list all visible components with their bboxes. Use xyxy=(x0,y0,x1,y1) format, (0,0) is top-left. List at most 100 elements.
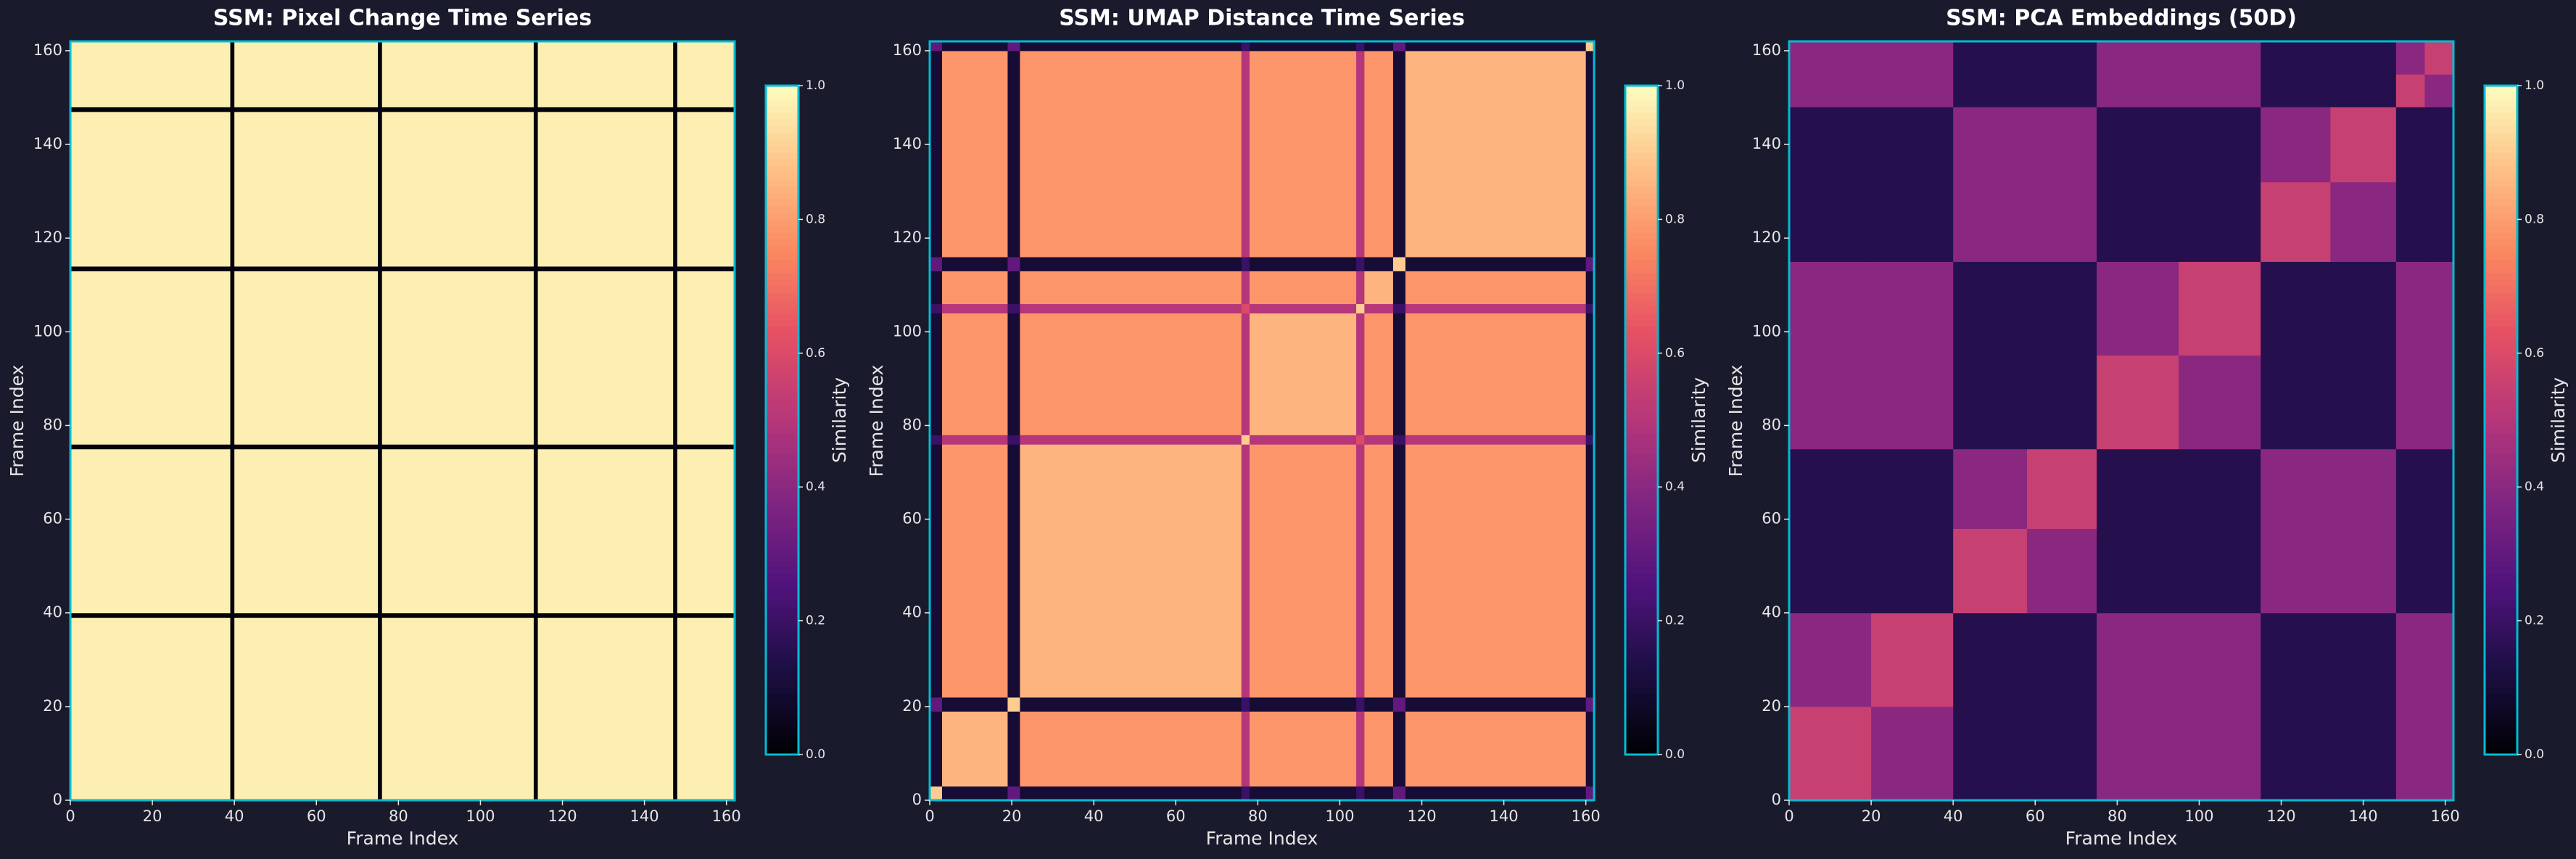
colorbar-step xyxy=(2485,567,2517,575)
heatmap-cell xyxy=(230,111,235,267)
colorbar-step xyxy=(1625,627,1658,635)
heatmap-cell xyxy=(2261,612,2331,707)
colorbar-step xyxy=(2485,159,2517,167)
colorbar-step xyxy=(1625,213,1658,220)
colorbar-step xyxy=(1625,379,1658,387)
heatmap-cell xyxy=(2026,261,2097,356)
heatmap-cell xyxy=(533,612,539,618)
colorbar-step xyxy=(1625,373,1658,381)
colorbar-step xyxy=(2485,701,2517,709)
heatmap-cell xyxy=(677,107,735,112)
colorbar-step xyxy=(2485,105,2517,113)
colorbar-step xyxy=(766,319,798,327)
heatmap-cell xyxy=(2330,706,2397,801)
y-tick-label: 160 xyxy=(33,41,62,59)
colorbar-step xyxy=(766,467,798,474)
heatmap-cell xyxy=(1241,271,1250,305)
colorbar-step xyxy=(766,259,798,267)
colorbar-step xyxy=(2485,674,2517,682)
colorbar-step xyxy=(2485,520,2517,528)
heatmap-cell xyxy=(1020,711,1242,787)
heatmap-cell xyxy=(1789,448,1872,530)
heatmap-cell xyxy=(2097,74,2179,107)
heatmap-cell xyxy=(1585,444,1595,698)
heatmap-cell xyxy=(2179,706,2261,801)
colorbar-step xyxy=(766,627,798,635)
heatmap-cell xyxy=(381,111,534,267)
y-tick-label: 80 xyxy=(1762,416,1781,433)
colorbar-tick-label: 0.8 xyxy=(2525,212,2544,226)
heatmap-cell xyxy=(2179,261,2261,356)
x-tick-label: 160 xyxy=(712,807,741,825)
y-tick-label: 80 xyxy=(902,416,922,433)
heatmap-cell xyxy=(2261,181,2331,262)
colorbar-step xyxy=(766,165,798,173)
heatmap-cell xyxy=(230,266,235,271)
chart-title: SSM: PCA Embeddings (50D) xyxy=(1946,6,2297,31)
colorbar-step xyxy=(1625,319,1658,327)
heatmap-cell xyxy=(2395,612,2425,707)
colorbar-step xyxy=(2485,506,2517,514)
colorbar-step xyxy=(2485,226,2517,234)
heatmap-cell xyxy=(1356,41,1365,52)
colorbar-step xyxy=(766,112,798,120)
colorbar-step xyxy=(766,86,798,93)
colorbar-step xyxy=(1625,614,1658,622)
heatmap-cell xyxy=(2097,612,2179,707)
heatmap-cell xyxy=(1356,444,1365,698)
colorbar-step xyxy=(1625,427,1658,435)
colorbar-step xyxy=(2485,440,2517,448)
colorbar-step xyxy=(2485,574,2517,581)
colorbar-step xyxy=(766,681,798,689)
colorbar-step xyxy=(2485,747,2517,755)
heatmap-cell xyxy=(234,612,379,618)
colorbar-step xyxy=(2485,132,2517,140)
heatmap-cell xyxy=(2097,261,2179,356)
colorbar-step xyxy=(1625,500,1658,508)
heatmap-cell xyxy=(941,50,1008,258)
y-tick-label: 20 xyxy=(43,697,62,715)
heatmap-cell xyxy=(1356,50,1365,258)
plot-border xyxy=(928,40,1595,802)
heatmap-cell xyxy=(2179,107,2261,183)
colorbar-step xyxy=(766,340,798,348)
colorbar-step xyxy=(1625,145,1658,153)
colorbar-step xyxy=(2485,239,2517,247)
heatmap-cell xyxy=(1789,706,1872,801)
heatmap-cell xyxy=(1585,711,1595,787)
heatmap-cell xyxy=(2424,41,2454,75)
colorbar-step xyxy=(2485,707,2517,715)
colorbar-step xyxy=(1625,406,1658,414)
colorbar-step xyxy=(766,446,798,454)
colorbar-step xyxy=(2485,205,2517,213)
colorbar-step xyxy=(1625,433,1658,441)
colorbar-step xyxy=(1625,641,1658,649)
colorbar-step xyxy=(1625,239,1658,247)
x-tick-label: 160 xyxy=(1572,807,1601,825)
x-tick-label: 20 xyxy=(143,807,162,825)
colorbar-step xyxy=(2485,266,2517,274)
colorbar-step xyxy=(2485,741,2517,749)
colorbar-step xyxy=(766,453,798,461)
heatmap-cell xyxy=(234,111,379,267)
heatmap-cell xyxy=(537,111,674,267)
heatmap-cell xyxy=(537,448,674,614)
colorbar-step xyxy=(1625,593,1658,601)
colorbar-step xyxy=(766,701,798,709)
heatmap-cell xyxy=(533,617,539,801)
heatmap-cell xyxy=(1405,271,1587,305)
heatmap-cell xyxy=(1392,313,1406,435)
x-tick-label: 120 xyxy=(548,807,577,825)
colorbar-step xyxy=(2485,252,2517,260)
colorbar-step xyxy=(1625,707,1658,715)
colorbar-step xyxy=(1625,326,1658,334)
colorbar-step xyxy=(2485,587,2517,595)
colorbar-step xyxy=(2485,533,2517,541)
colorbar-step xyxy=(1625,694,1658,702)
heatmap-cell xyxy=(1356,303,1365,313)
colorbar-label: Similarity xyxy=(829,377,850,463)
heatmap-cell xyxy=(1020,50,1242,258)
heatmap-cell xyxy=(70,266,231,271)
heatmap-cell xyxy=(2261,261,2331,356)
colorbar-step xyxy=(1625,674,1658,682)
